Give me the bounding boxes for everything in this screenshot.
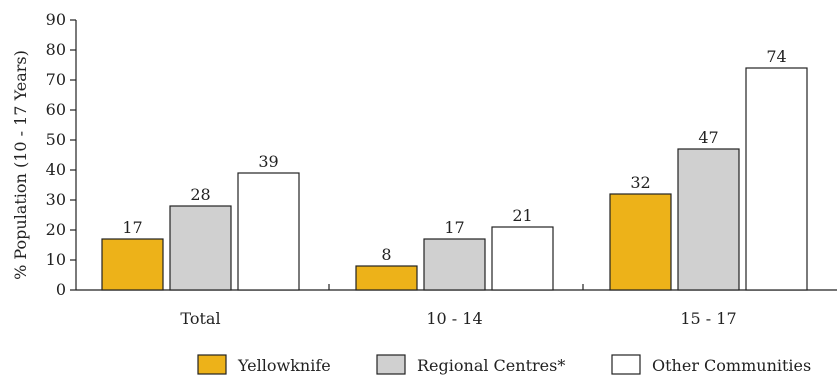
bar-regional-centres-0 xyxy=(169,205,232,291)
bar-regional-centres-1 xyxy=(423,238,486,291)
data-label: 21 xyxy=(512,206,532,225)
bars-group xyxy=(101,67,808,291)
y-tick-label: 80 xyxy=(46,40,66,59)
bar-yellowknife-2 xyxy=(609,193,672,291)
y-tick-label: 10 xyxy=(46,250,66,269)
data-label: 47 xyxy=(698,128,718,147)
category-label: 15 - 17 xyxy=(680,309,736,328)
y-tick-label: 90 xyxy=(46,10,66,29)
y-tick-label: 70 xyxy=(46,70,66,89)
bar-yellowknife-1 xyxy=(355,265,418,291)
bar-other-communities-2 xyxy=(745,67,808,291)
data-label: 39 xyxy=(258,152,278,171)
bar-other-communities-1 xyxy=(491,226,554,291)
category-labels-group: Total 10 - 14 15 - 17 xyxy=(180,284,737,328)
data-label: 32 xyxy=(630,173,650,192)
bar-regional-centres-2 xyxy=(677,148,740,291)
data-label: 17 xyxy=(122,218,142,237)
legend-label: Other Communities xyxy=(652,356,811,375)
data-label: 17 xyxy=(444,218,464,237)
y-tick-label: 20 xyxy=(46,220,66,239)
legend-swatch xyxy=(611,354,641,375)
y-axis-title: % Population (10 - 17 Years) xyxy=(11,50,30,280)
bar-yellowknife-0 xyxy=(101,238,164,291)
y-tick-label: 40 xyxy=(46,160,66,179)
y-axis-title-group: % Population (10 - 17 Years) xyxy=(11,50,30,280)
data-label: 8 xyxy=(381,245,391,264)
legend-swatch xyxy=(197,354,227,375)
category-label: Total xyxy=(180,309,220,328)
legend-swatch xyxy=(376,354,406,375)
y-tick-label: 30 xyxy=(46,190,66,209)
legend-label: Yellowknife xyxy=(237,356,331,375)
category-label: 10 - 14 xyxy=(426,309,482,328)
y-tick-label: 60 xyxy=(46,100,66,119)
bar-other-communities-0 xyxy=(237,172,300,291)
data-label: 74 xyxy=(766,47,786,66)
data-label: 28 xyxy=(190,185,210,204)
y-axis-ticks: 0 10 20 30 40 50 60 70 80 90 xyxy=(46,10,76,299)
y-tick-label: 0 xyxy=(56,280,66,299)
legend: Yellowknife Regional Centres* Other Commun… xyxy=(197,354,811,375)
legend-label: Regional Centres* xyxy=(417,356,565,375)
y-tick-label: 50 xyxy=(46,130,66,149)
data-labels-group: 17 28 39 8 17 21 32 47 74 xyxy=(122,47,786,264)
